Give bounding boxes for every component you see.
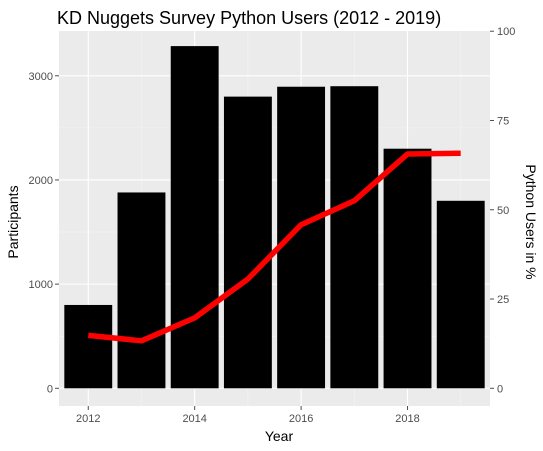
x-tick-label: 2012 [76,413,100,425]
x-tick-label: 2016 [289,413,313,425]
bar [223,96,272,389]
line-series [88,150,461,344]
y2-tick-label: 25 [497,294,509,306]
chart-title: KD Nuggets Survey Python Users (2012 - 2… [57,8,441,28]
y2-axis-title: Python Users in % [523,164,539,279]
bar [330,86,379,389]
bar [383,148,432,389]
axes: 0 1000 2000 3000 0 25 50 75 100 2012 2014 2016 2018 [29,26,516,425]
bar [117,192,166,389]
y-tick-label: 2000 [29,175,53,187]
x-tick-label: 2018 [395,413,419,425]
python-users-line [88,150,461,344]
y2-tick-label: 100 [497,26,515,38]
y-tick-label: 3000 [29,71,53,83]
y-axis-title: Participants [5,185,21,258]
bar [436,200,485,389]
x-axis-title: Year [265,428,294,444]
y2-tick-label: 0 [497,383,503,395]
y2-tick-label: 75 [497,115,509,127]
x-tick-label: 2014 [182,413,206,425]
y2-tick-label: 50 [497,205,509,217]
y-tick-label: 1000 [29,279,53,291]
bar [64,304,113,389]
bar [277,86,326,389]
bar [170,46,219,389]
y-tick-label: 0 [47,383,53,395]
